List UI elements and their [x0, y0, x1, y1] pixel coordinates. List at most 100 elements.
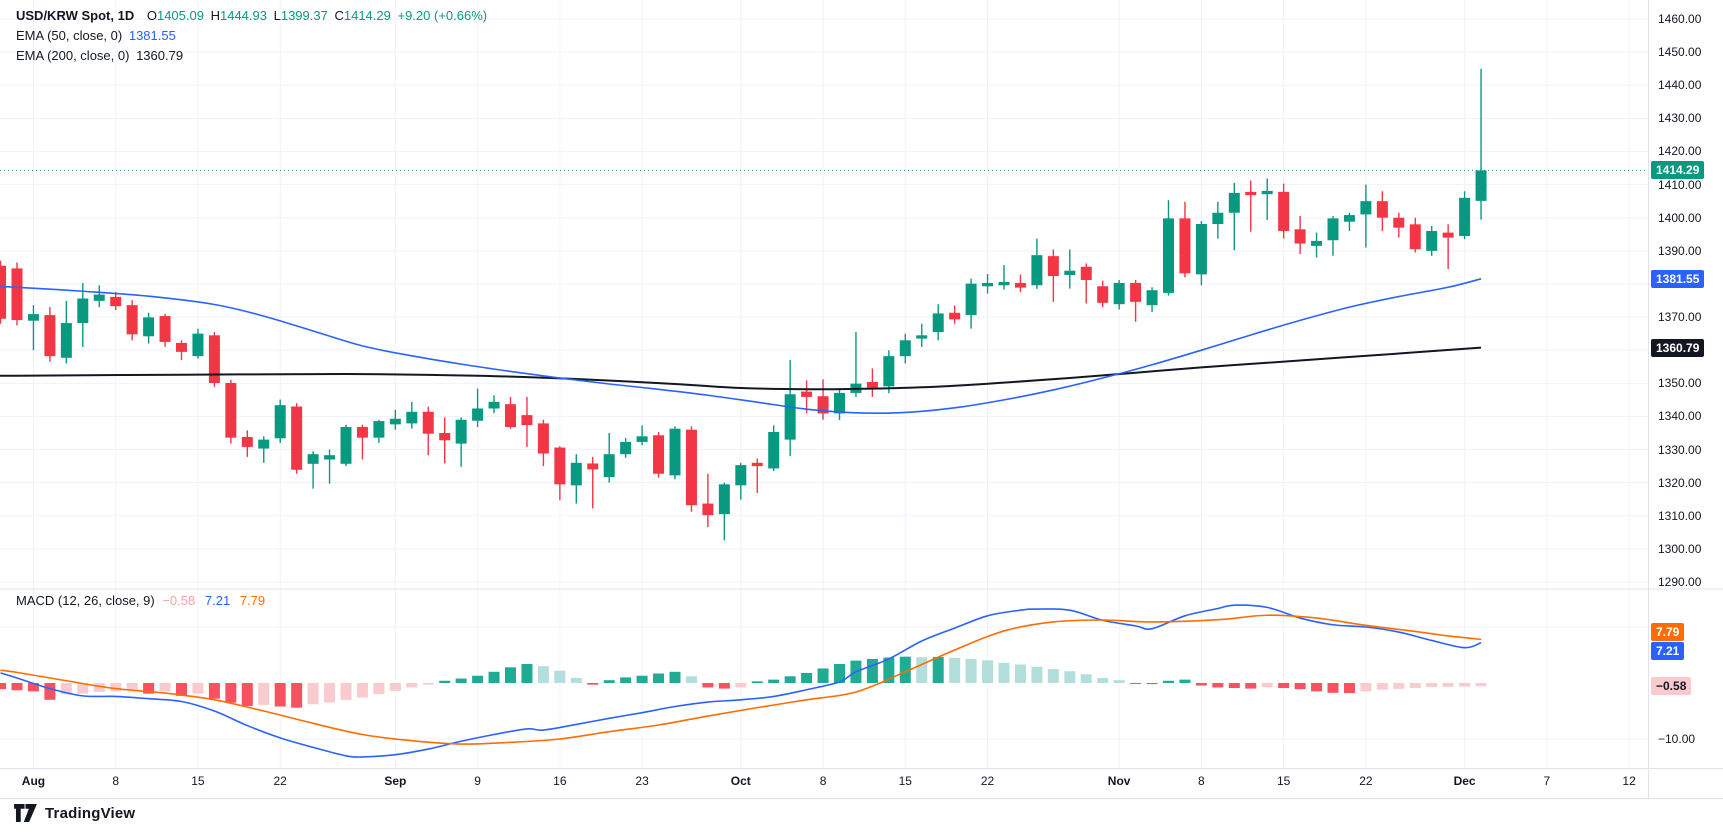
macd-bar	[554, 670, 566, 683]
candle	[274, 405, 286, 439]
macd-bar	[1311, 683, 1323, 692]
candle	[570, 462, 582, 486]
macd-bar	[389, 683, 401, 691]
macd-bar	[521, 663, 533, 683]
macd-bar	[1080, 674, 1092, 683]
ema200-title: EMA (200, close, 0)	[16, 48, 130, 63]
ema50-legend-row[interactable]: EMA (50, close, 0) 1381.55	[16, 26, 490, 46]
candle	[1442, 232, 1454, 238]
time-tick-label: 9	[474, 774, 481, 788]
macd-hist-value: −0.58	[162, 593, 196, 608]
candle	[340, 427, 352, 464]
macd-bar	[60, 683, 72, 695]
price-tick-label: 1460.00	[1658, 12, 1702, 26]
candle	[241, 436, 253, 447]
macd-bar	[1130, 683, 1142, 684]
macd-bar	[1442, 683, 1454, 687]
candle	[356, 427, 368, 438]
macd-bar	[570, 677, 582, 683]
candle	[1146, 290, 1158, 306]
symbol-legend-block: USD/KRW Spot, 1D O1405.09 H1444.93 L1399…	[16, 6, 490, 66]
macd-bar	[801, 672, 813, 683]
ema200-legend-row[interactable]: EMA (200, close, 0) 1360.79	[16, 46, 490, 66]
candle	[225, 382, 237, 438]
macd-bar	[77, 683, 89, 694]
macd-bar	[110, 683, 122, 692]
macd-bar	[225, 683, 237, 703]
macd-bar	[488, 671, 500, 683]
ema50-title: EMA (50, close, 0)	[16, 28, 123, 43]
macd-bar	[44, 683, 56, 700]
candle	[1212, 212, 1224, 225]
open-label: O	[146, 8, 157, 23]
macd-bar	[324, 683, 336, 703]
candle	[324, 455, 336, 460]
macd-bar	[603, 680, 615, 683]
high-value: 1444.93	[219, 8, 267, 23]
open-value: 1405.09	[156, 8, 204, 23]
macd-bar	[307, 683, 319, 705]
candle	[521, 415, 533, 426]
candle	[1426, 230, 1438, 251]
macd-bar	[834, 663, 845, 683]
candle	[817, 396, 829, 414]
candle	[0, 265, 7, 319]
candle	[472, 408, 484, 421]
last-price-badge: 1414.29	[1651, 161, 1705, 180]
candle	[1014, 282, 1026, 288]
tradingview-watermark[interactable]: TradingView	[13, 803, 135, 823]
macd-bar	[702, 683, 714, 688]
candle	[1278, 191, 1290, 231]
macd-bar	[1409, 683, 1421, 689]
time-axis[interactable]: Aug 8 15 22 Sep 9 16 23 Oct 8 15 22 Nov 8 15 22 Dec 7 12	[0, 768, 1723, 798]
symbol-legend-row[interactable]: USD/KRW Spot, 1D O1405.09 H1444.93 L1399…	[16, 6, 490, 26]
candle	[636, 436, 648, 442]
candle	[44, 315, 56, 357]
macd-bar	[998, 662, 1010, 683]
candle	[718, 484, 730, 515]
macd-bar	[159, 683, 171, 692]
candle	[159, 316, 171, 342]
price-tick-label: 1400.00	[1658, 210, 1702, 225]
macd-bar	[982, 660, 994, 683]
macd-bar	[143, 683, 155, 694]
time-tick-label: 15	[191, 774, 205, 788]
candle	[1360, 201, 1372, 215]
macd-bar	[1360, 683, 1372, 692]
macd-bar	[751, 681, 763, 683]
candle	[1409, 224, 1421, 250]
candle	[1080, 266, 1092, 280]
low-label: L	[273, 8, 281, 23]
candle	[982, 282, 994, 287]
low-value: 1399.37	[280, 8, 328, 23]
candle	[27, 314, 39, 321]
time-tick-label: Dec	[1453, 774, 1476, 788]
time-tick-label: 22	[980, 774, 995, 788]
candle	[373, 421, 385, 438]
macd-bar	[208, 683, 220, 699]
candle	[126, 305, 138, 335]
macd-bar	[1179, 679, 1191, 683]
macd-bar	[1014, 664, 1026, 683]
macd-bar	[866, 658, 878, 683]
price-tick-label: 1320.00	[1658, 475, 1702, 490]
candle	[537, 423, 549, 454]
candle	[620, 441, 632, 455]
price-axis[interactable]: 1460.00 1450.00 1440.00 1430.00 1420.00 1410.…	[1649, 0, 1723, 798]
candle	[143, 317, 155, 337]
candle	[932, 313, 944, 332]
candle	[653, 435, 665, 474]
macd-legend-row[interactable]: MACD (12, 26, close, 9) −0.58 7.21 7.79	[16, 593, 265, 608]
macd-line-value: 7.21	[204, 593, 231, 608]
price-tick-label: 1310.00	[1658, 508, 1702, 523]
macd-bar	[537, 666, 549, 683]
macd-bar	[455, 678, 467, 683]
macd-line-badge: 7.21	[1651, 641, 1685, 660]
time-tick-label: 7	[1543, 774, 1551, 788]
macd-bar	[653, 673, 665, 683]
candle	[1261, 190, 1273, 195]
candle	[751, 462, 763, 467]
time-tick-label: Nov	[1107, 774, 1131, 788]
macd-bar	[1064, 671, 1076, 683]
